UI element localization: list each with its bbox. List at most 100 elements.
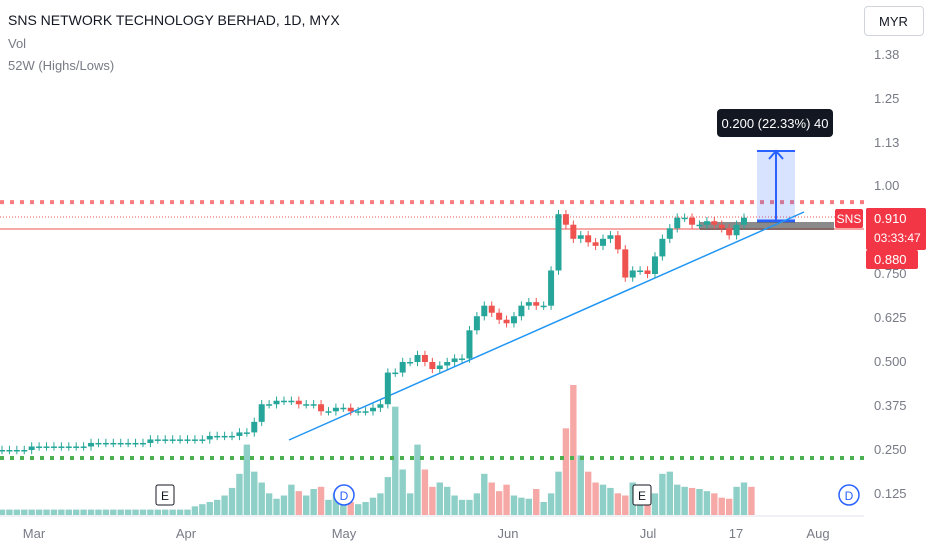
y-tick-label: 0.250 [874, 442, 907, 457]
y-tick-label: 0.125 [874, 486, 907, 501]
candle-body [659, 238, 666, 257]
candle-body [711, 221, 718, 225]
candle-body [206, 435, 213, 440]
volume-bar [392, 406, 399, 515]
volume-bar [703, 491, 711, 515]
volume-bar [718, 497, 725, 515]
currency-selector[interactable]: MYR [864, 6, 924, 36]
candle-body [243, 432, 250, 434]
volume-bar [147, 509, 154, 515]
candle-body [318, 404, 325, 412]
y-tick-label: 1.13 [874, 135, 899, 150]
candle-body [681, 217, 688, 220]
volume-bar [280, 495, 288, 515]
volume-legend[interactable]: Vol [8, 36, 27, 51]
volume-bar [199, 504, 206, 515]
volume-bar [6, 509, 13, 515]
volume-bar [317, 486, 325, 515]
volume-bar [540, 502, 547, 515]
candle-body [503, 319, 510, 324]
candle-body [629, 270, 636, 278]
candle-body [177, 439, 184, 441]
candle-body [510, 316, 517, 324]
candle-body [570, 224, 577, 239]
candle-body [117, 442, 124, 445]
candle-body [548, 270, 555, 306]
volume-bar [592, 482, 599, 515]
candle-body [733, 224, 740, 236]
candle-body [6, 450, 13, 452]
volume-bar [488, 482, 495, 515]
candle-body [273, 400, 280, 405]
candle-body [0, 450, 5, 452]
candle-body [414, 354, 421, 362]
candle-body [496, 312, 503, 320]
volume-bar [184, 509, 191, 515]
candle-body [332, 407, 339, 412]
candle-body [80, 446, 87, 448]
candle-body [73, 446, 80, 448]
x-tick-label: Apr [176, 526, 197, 541]
candle-body [132, 442, 139, 445]
marker-label: E [161, 489, 169, 503]
candle-body [58, 446, 65, 448]
candle-body [481, 305, 488, 317]
volume-bar [495, 491, 503, 515]
candle-body [65, 446, 72, 448]
volume-bar [0, 509, 6, 515]
volume-bar [414, 444, 421, 515]
candle-body [95, 442, 102, 445]
volume-bar [607, 487, 614, 515]
candle-body [21, 450, 28, 452]
candle-body [585, 235, 592, 243]
volume-bar [570, 385, 577, 515]
volume-bar [176, 509, 184, 515]
volume-bar [399, 469, 406, 515]
candle-body [258, 404, 265, 422]
candle-body [102, 442, 109, 445]
volume-bar [622, 495, 629, 515]
volume-bar [584, 471, 592, 515]
volume-bar [21, 509, 28, 515]
volume-bar [518, 497, 525, 515]
candle-body [525, 302, 532, 306]
volume-bar [510, 495, 518, 515]
candle-body [236, 432, 243, 436]
volume-bar [206, 502, 213, 515]
y-tick-label: 1.00 [874, 178, 899, 193]
volume-bar [265, 493, 273, 515]
candle-body [488, 305, 495, 313]
x-tick-label: Mar [23, 526, 46, 541]
y-tick-label: 1.25 [874, 91, 899, 106]
candle-body [444, 362, 451, 366]
volume-bar [13, 509, 21, 515]
candle-body [384, 372, 391, 405]
volume-bar [251, 471, 258, 515]
candle-body [303, 404, 310, 406]
volume-bar [139, 509, 147, 515]
candle-body [325, 411, 332, 413]
volume-bar [303, 495, 310, 515]
candle-body [696, 224, 703, 227]
volume-bar [73, 509, 80, 515]
volume-bar [711, 493, 718, 515]
indicator-legend[interactable]: 52W (Highs/Lows) [8, 58, 115, 73]
candle-body [184, 439, 191, 441]
y-tick-label: 0.750 [874, 266, 907, 281]
volume-bar [288, 484, 295, 515]
marker-label: D [845, 489, 854, 503]
volume-bar [332, 493, 340, 515]
volume-bar [681, 486, 688, 515]
volume-bar [406, 493, 414, 515]
candle-body [622, 249, 629, 278]
volume-bar [124, 509, 132, 515]
volume-bar [377, 493, 384, 515]
volume-bar [228, 487, 236, 515]
last-price: 0.910 [874, 211, 907, 226]
volume-bar [748, 486, 755, 515]
line-price-tag: 0.880 [866, 250, 918, 269]
volume-bar [666, 471, 673, 515]
candle-body [169, 439, 176, 441]
candle-body [429, 362, 436, 370]
